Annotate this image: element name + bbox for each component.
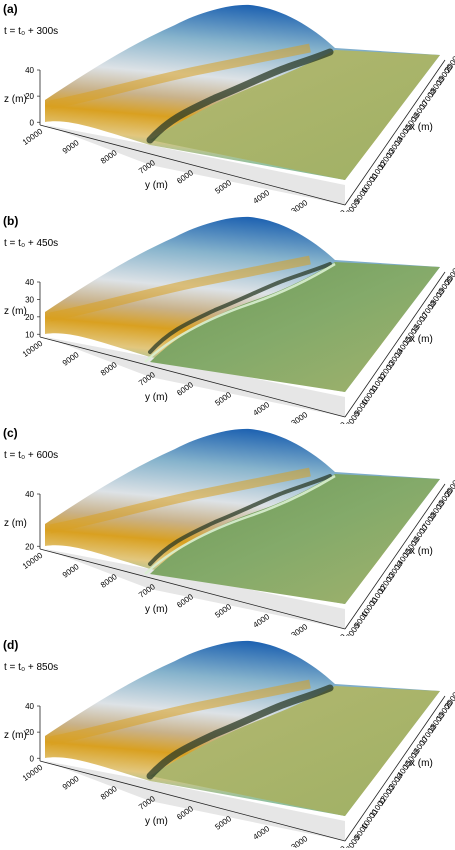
escarpment-ridge — [148, 262, 332, 354]
y-tick-label: 4000 — [251, 824, 271, 842]
y-tick-label: 3000 — [290, 622, 310, 636]
rock-band — [49, 679, 311, 746]
x-tick-label: 20000 — [443, 474, 455, 498]
z-tick-label: 0 — [30, 118, 35, 127]
y-tick-label: 3000 — [290, 834, 310, 848]
time-label: t = t₀ + 450s — [4, 238, 59, 249]
y-axis-label: y (m) — [145, 392, 168, 403]
rock-band — [49, 255, 311, 322]
panel-letter: (b) — [3, 214, 19, 228]
z-axis-label: z (m) — [4, 94, 27, 105]
z-tick-label: 0 — [30, 754, 35, 763]
panel-d: 40 20 0 z (m) 10000 9000 8000 7000 6000 5000 4000 3… — [0, 636, 455, 848]
flood-surface — [150, 262, 440, 392]
panel-a: 40 20 0 z (m) 10000 9000 8000 7000 6000 5000 4000 3… — [0, 0, 455, 212]
x-axis-line — [344, 695, 446, 842]
z-tick-label: 40 — [25, 490, 34, 499]
time-label: t = t₀ + 600s — [4, 450, 59, 461]
y-tick-label: 10000 — [21, 339, 45, 359]
y-tick-label: 9000 — [61, 774, 81, 792]
y-tick-label: 10000 — [21, 763, 45, 783]
y-axis-label: y (m) — [145, 816, 168, 827]
panel-letter: (d) — [3, 638, 19, 652]
panel-c: 40 20 z (m) 10000 9000 8000 7000 6000 5000 4000 30… — [0, 424, 455, 636]
z-tick-label: 20 — [25, 728, 34, 737]
x-axis-label: x (m) — [410, 758, 433, 769]
escarpment-ridge — [148, 474, 332, 566]
panel-b: 40 30 20 10 z (m) 10000 9000 8000 7000 6000 5000 40… — [0, 212, 455, 424]
x-tick-label: 20000 — [443, 262, 455, 286]
panel-letter: (c) — [3, 426, 18, 440]
y-tick-label: 10000 — [21, 127, 45, 147]
flood-front — [144, 262, 336, 363]
escarpment-ridge — [146, 48, 334, 144]
x-axis-label: x (m) — [410, 334, 433, 345]
escarpment-ridge — [146, 684, 334, 780]
y-axis-line — [39, 124, 346, 206]
time-label: t = t₀ + 300s — [4, 26, 59, 37]
y-axis-label: y (m) — [145, 604, 168, 615]
y-axis-line — [39, 548, 346, 630]
y-axis-line — [39, 760, 346, 842]
y-tick-label: 4000 — [251, 400, 271, 418]
x-axis-label: x (m) — [410, 546, 433, 557]
y-tick-label: 9000 — [61, 562, 81, 580]
flood-surface — [150, 686, 440, 816]
y-axis-line — [39, 336, 346, 418]
y-tick-label: 4000 — [251, 188, 271, 206]
z-tick-label: 40 — [25, 702, 34, 711]
y-tick-label: 4000 — [251, 612, 271, 630]
flood-surface — [150, 474, 440, 604]
z-axis-label: z (m) — [4, 730, 27, 741]
y-tick-label: 10000 — [21, 551, 45, 571]
z-tick-label: 20 — [25, 92, 34, 101]
z-tick-label: 40 — [25, 66, 34, 75]
panel-letter: (a) — [3, 2, 18, 16]
rock-band — [49, 43, 311, 110]
x-axis-label: x (m) — [410, 122, 433, 133]
flood-surface — [150, 50, 440, 180]
z-tick-label: 40 — [25, 278, 34, 287]
y-tick-label: 3000 — [290, 410, 310, 424]
x-axis-line — [344, 59, 446, 206]
x-tick-label: 20000 — [443, 686, 455, 710]
x-axis-line — [344, 483, 446, 630]
y-tick-label: 3000 — [290, 198, 310, 212]
z-tick-label: 20 — [25, 542, 34, 551]
y-tick-label: 9000 — [61, 350, 81, 368]
z-tick-label: 30 — [25, 295, 34, 304]
x-tick-label: 20000 — [443, 50, 455, 74]
x-axis-line — [344, 271, 446, 418]
z-tick-label: 10 — [25, 330, 34, 339]
z-axis-label: z (m) — [4, 306, 27, 317]
y-axis-label: y (m) — [145, 180, 168, 191]
time-label: t = t₀ + 850s — [4, 662, 59, 673]
rock-band — [49, 467, 311, 534]
z-axis-label: z (m) — [4, 518, 27, 529]
z-tick-label: 20 — [25, 313, 34, 322]
flood-front — [144, 474, 336, 575]
y-tick-label: 9000 — [61, 138, 81, 156]
